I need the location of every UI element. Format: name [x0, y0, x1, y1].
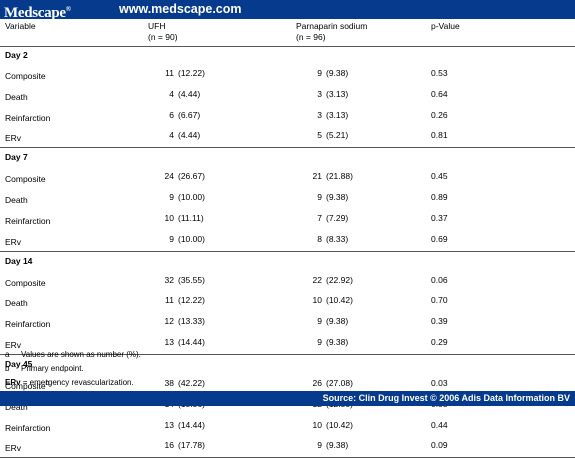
cell-p-value: 0.81 [431, 130, 448, 141]
cell-variable: Reinfarction [5, 422, 51, 433]
cell-parnaparin: 21 (21.88) [312, 171, 353, 182]
cell-p-value: 0.69 [431, 233, 448, 244]
table-header-row: Variable UFH (n = 90) Parnaparin sodium (n… [0, 19, 575, 47]
cell-variable: Composite [5, 70, 46, 81]
cell-variable: Death [5, 91, 28, 102]
table-row: Reinfarction 12 (13.33) 9 (9.38) 0.39 [0, 312, 575, 333]
cell-ufh: 11 (12.22) [165, 68, 205, 78]
cell-ufh: 32 (35.55) [164, 274, 205, 285]
cell-ufh: 9 (10.00) [169, 192, 205, 203]
group-label: Day 45 [5, 358, 33, 369]
cell-variable: Reinfarction [5, 112, 51, 123]
group-label: Day 2 [5, 50, 28, 60]
table-row: Death 11 (12.22) 10 (10.42) 0.70 [0, 291, 575, 312]
cell-p-value: 0.03 [431, 377, 448, 388]
cell-parnaparin: 8 (8.33) [317, 233, 349, 244]
table-row: Composite 11 (12.22) 9 (9.38) 0.53 [0, 64, 575, 85]
cell-p-value: 0.29 [431, 337, 448, 348]
cell-variable: Composite [5, 174, 46, 185]
cell-variable: ERv [5, 339, 22, 350]
source-bar: Source: Clin Drug Invest © 2006 Adis Dat… [0, 391, 575, 406]
site-url-link[interactable]: www.medscape.com [119, 2, 242, 16]
cell-p-value: 0.44 [431, 419, 448, 430]
cell-parnaparin: 5 (5.21) [317, 130, 349, 141]
cell-parnaparin: 9 (9.38) [317, 440, 349, 451]
abbreviation-note: ERv = emergency revascularization. [5, 378, 134, 387]
cell-parnaparin: 3 (3.13) [317, 109, 349, 120]
cell-ufh: 9 (10.00) [169, 233, 205, 244]
cell-ufh: 24 (26.67) [164, 171, 205, 182]
group-label: Day 14 [5, 255, 33, 266]
cell-p-value: 0.45 [431, 171, 448, 182]
group-header-row: Day 2 [0, 47, 575, 65]
medscape-logo[interactable]: Medscape® [4, 5, 71, 21]
cell-parnaparin: 7 (7.29) [317, 212, 349, 223]
cell-parnaparin: 26 (27.08) [312, 377, 353, 388]
table-row: ERv 16 (17.78) 9 (9.38) 0.09 [0, 436, 575, 458]
table-row: ERv 9 (10.00) 8 (8.33) 0.69 [0, 230, 575, 252]
column-header-parnaparin: Parnaparin sodium (n = 96) [296, 21, 368, 42]
cell-parnaparin: 10 (10.42) [312, 295, 353, 306]
cell-parnaparin: 9 (9.38) [317, 192, 349, 203]
cell-ufh: 38 (42.22) [164, 377, 205, 388]
cell-ufh: 4 (4.44) [169, 130, 201, 141]
table-row: ERv 13 (14.44) 9 (9.38) 0.29 [0, 333, 575, 355]
cell-variable: Compositeb [5, 378, 50, 391]
header-bar: Medscape® www.medscape.com [0, 0, 575, 21]
cell-ufh: 13 (14.44) [164, 419, 205, 430]
cell-p-value: 0.70 [431, 295, 448, 306]
cell-variable: Reinfarction [5, 319, 51, 330]
cell-ufh: 13 (14.44) [164, 337, 205, 348]
group-label: Day 7 [5, 152, 28, 163]
footnote-b: b Primary endpoint. [5, 364, 84, 373]
table-row: Reinfarction 6 (6.67) 3 (3.13) 0.26 [0, 106, 575, 127]
group-header-row: Day 14 [0, 251, 575, 271]
table-row: Death 4 (4.44) 3 (3.13) 0.64 [0, 85, 575, 106]
cell-variable: Death [5, 194, 28, 205]
cell-variable: Reinfarction [5, 215, 51, 226]
cell-p-value: 0.06 [431, 274, 448, 285]
cell-p-value: 0.26 [431, 109, 448, 120]
cell-p-value: 0.53 [431, 68, 448, 78]
cell-p-value: 0.39 [431, 316, 448, 327]
cell-variable: Death [5, 298, 28, 309]
cell-ufh: 6 (6.67) [169, 109, 201, 120]
cell-variable: ERv [5, 443, 22, 454]
cell-parnaparin: 22 (22.92) [312, 274, 353, 285]
table-row: ERv 4 (4.44) 5 (5.21) 0.81 [0, 126, 575, 148]
cell-variable: ERv [5, 236, 22, 247]
cell-ufh: 4 (4.44) [169, 88, 201, 99]
footnote-a: a Values are shown as number (%). [5, 350, 141, 359]
column-header-variable: Variable [5, 21, 36, 31]
group-header-row: Day 7 [0, 148, 575, 168]
cell-p-value: 0.89 [431, 192, 448, 203]
cell-ufh: 11 (12.22) [165, 295, 205, 306]
cell-parnaparin: 9 (9.38) [317, 337, 349, 348]
cell-variable: ERv [5, 133, 22, 144]
cell-parnaparin: 9 (9.38) [317, 68, 349, 78]
table-row: Composite 24 (26.67) 21 (21.88) 0.45 [0, 167, 575, 188]
table-row: Reinfarction 13 (14.44) 10 (10.42) 0.44 [0, 416, 575, 437]
table-row: Death 9 (10.00) 9 (9.38) 0.89 [0, 188, 575, 209]
cell-parnaparin: 10 (10.42) [312, 419, 353, 430]
cell-ufh: 16 (17.78) [164, 440, 205, 451]
column-header-ufh: UFH (n = 90) [148, 21, 178, 42]
column-header-p-value: p-Value [431, 21, 460, 31]
table-row: Compositeb 38 (42.22) 26 (27.08) 0.03 [0, 374, 575, 395]
cell-variable: Composite [5, 277, 46, 288]
source-citation: Source: Clin Drug Invest © 2006 Adis Dat… [322, 393, 570, 403]
cell-ufh: 12 (13.33) [164, 316, 205, 327]
table-row: Reinfarction 10 (11.11) 7 (7.29) 0.37 [0, 209, 575, 230]
group-header-row: Day 45 [0, 354, 575, 374]
cell-ufh: 10 (11.11) [164, 212, 204, 223]
cell-p-value: 0.64 [431, 88, 448, 99]
cell-parnaparin: 3 (3.13) [317, 88, 349, 99]
cell-parnaparin: 9 (9.38) [317, 316, 349, 327]
cell-p-value: 0.09 [431, 440, 448, 451]
table-row: Composite 32 (35.55) 22 (22.92) 0.06 [0, 271, 575, 292]
cell-p-value: 0.37 [431, 212, 448, 223]
